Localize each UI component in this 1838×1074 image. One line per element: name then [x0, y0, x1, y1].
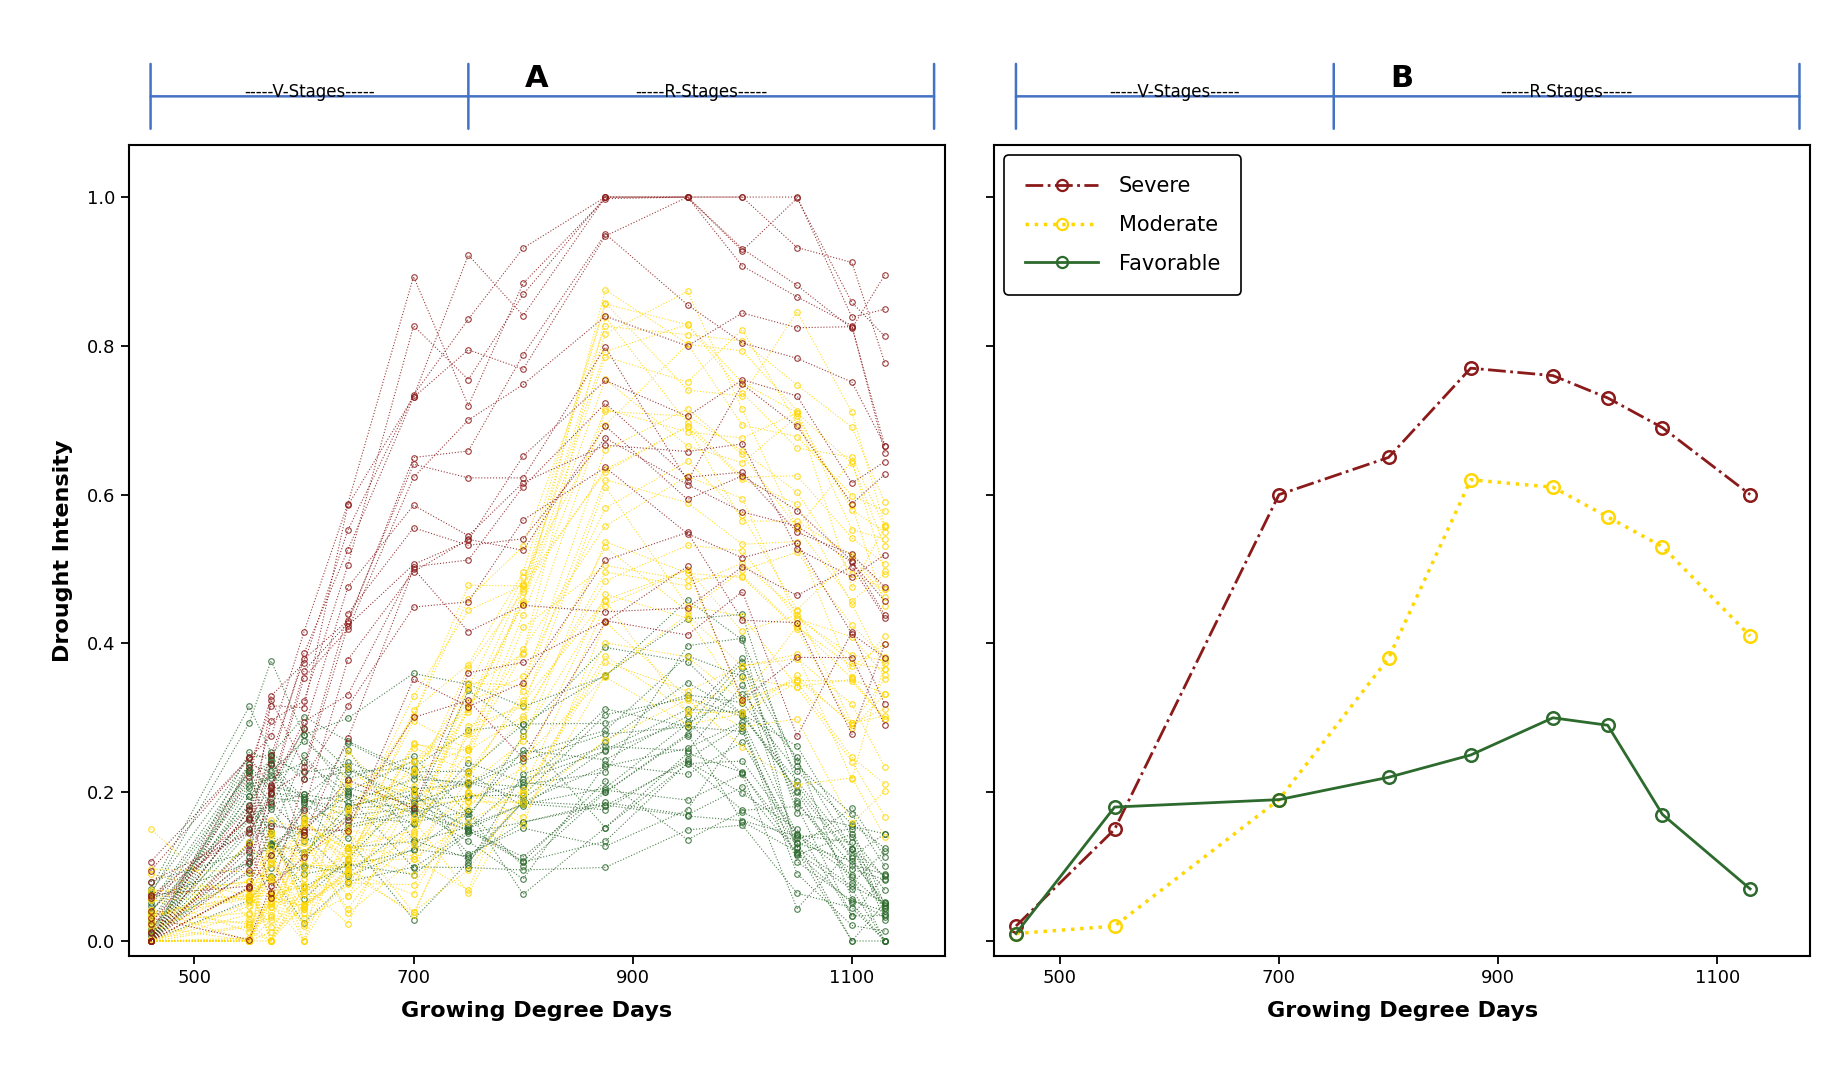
Y-axis label: Drought Intensity: Drought Intensity — [53, 439, 74, 662]
Title: A: A — [526, 63, 550, 92]
Text: -----R-Stages-----: -----R-Stages----- — [636, 84, 766, 101]
Text: -----R-Stages-----: -----R-Stages----- — [1500, 84, 1632, 101]
X-axis label: Growing Degree Days: Growing Degree Days — [401, 1001, 673, 1021]
Title: B: B — [1391, 63, 1413, 92]
Text: -----V-Stages-----: -----V-Stages----- — [1110, 84, 1241, 101]
Legend: Severe, Moderate, Favorable: Severe, Moderate, Favorable — [1004, 156, 1241, 294]
Text: -----V-Stages-----: -----V-Stages----- — [244, 84, 375, 101]
X-axis label: Growing Degree Days: Growing Degree Days — [1266, 1001, 1538, 1021]
